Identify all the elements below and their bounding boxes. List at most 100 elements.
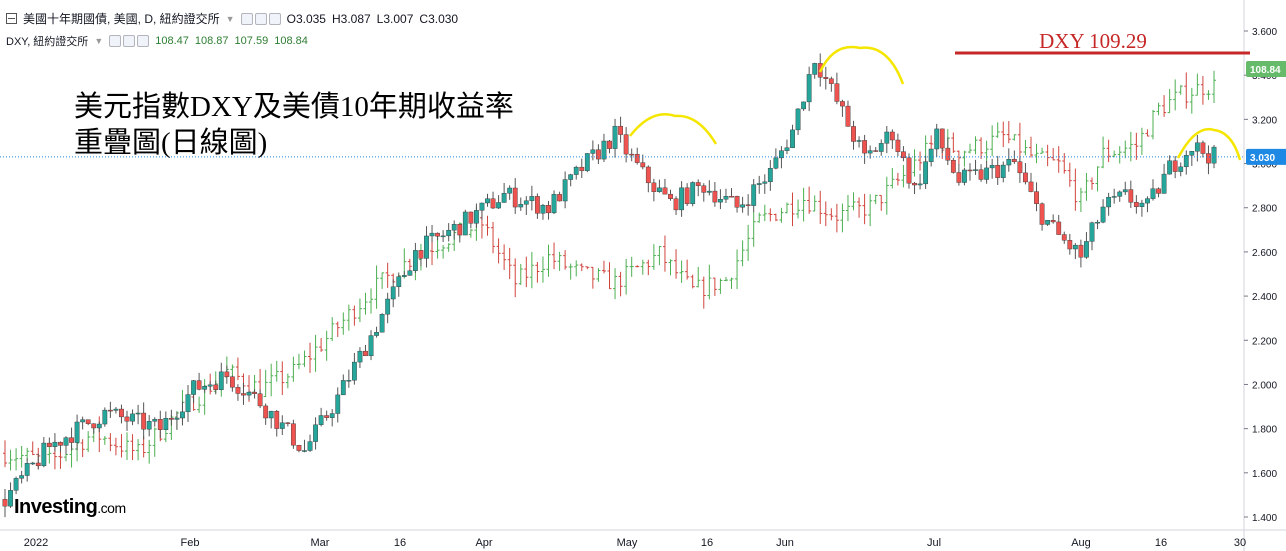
treasury-candle: [91, 423, 97, 434]
treasury-candle: [235, 384, 241, 401]
treasury-candle: [318, 407, 324, 427]
treasury-candle: [690, 181, 696, 207]
dxy-bar: [518, 264, 523, 285]
dxy-bar: [1067, 162, 1072, 187]
dxy-bar: [668, 259, 673, 276]
dxy-bar: [540, 256, 545, 283]
dxy-bar: [108, 433, 113, 452]
treasury-candle: [673, 196, 679, 215]
close-label: C: [419, 11, 429, 26]
treasury-candle: [379, 313, 385, 333]
dxy-bar: [352, 305, 357, 326]
treasury-candle: [729, 188, 734, 198]
dxy-bar: [751, 211, 756, 247]
dxy-bar: [901, 164, 906, 188]
treasury-candle: [396, 272, 402, 297]
dxy-bar: [513, 258, 518, 298]
dxy-bar: [895, 172, 900, 186]
dxy-bar: [712, 277, 717, 296]
legend-controls[interactable]: [109, 35, 150, 47]
treasury-candle: [657, 179, 662, 193]
low-label: L: [376, 11, 384, 26]
treasury-candle: [457, 223, 463, 243]
open-value: 3.035: [295, 11, 326, 26]
treasury-candle: [279, 415, 285, 435]
dxy-bar: [147, 439, 152, 464]
dxy-bar: [274, 360, 279, 382]
dxy-bar: [47, 443, 52, 464]
dxy-bar: [890, 167, 895, 189]
dxy-bar: [790, 192, 795, 227]
chevron-down-icon[interactable]: ▼: [225, 13, 235, 24]
dxy-bar: [679, 260, 684, 283]
dxy-bar: [1073, 168, 1078, 211]
dxy-bar: [446, 243, 451, 252]
dxy-bar: [3, 440, 7, 468]
dxy-bar: [346, 304, 351, 331]
treasury-candle: [928, 148, 934, 167]
treasury-candle: [35, 453, 41, 470]
x-tick-label: Feb: [181, 537, 200, 549]
treasury-candle: [651, 178, 657, 202]
chevron-down-icon[interactable]: ▼: [94, 36, 104, 46]
treasury-candle: [1050, 214, 1056, 224]
treasury-candle: [368, 330, 374, 361]
dxy-bar: [640, 259, 645, 275]
dxy-bar: [757, 212, 762, 223]
treasury-price-tag: 3.030: [1250, 153, 1275, 164]
eye-icon: [109, 35, 122, 47]
treasury-candle: [296, 444, 302, 453]
dxy-bar: [918, 151, 923, 171]
treasury-candle: [96, 421, 102, 432]
dxy-bar: [879, 194, 884, 211]
treasury-candle: [41, 437, 47, 468]
high-label: H: [331, 11, 341, 26]
treasury-candle: [1061, 231, 1067, 244]
treasury-candle: [612, 118, 618, 158]
treasury-candle: [856, 136, 862, 148]
dxy-bar: [1150, 109, 1155, 140]
dxy-bar: [995, 122, 1000, 138]
treasury-candle: [767, 160, 773, 191]
treasury-candle: [901, 146, 906, 162]
treasury-candle: [701, 183, 707, 202]
treasury-candle: [1106, 192, 1112, 216]
treasury-candle: [429, 224, 435, 243]
close-value: 3.030: [428, 11, 459, 26]
dxy-bar: [1006, 121, 1011, 144]
highlight-arc: [1176, 127, 1242, 161]
treasury-candle: [1089, 221, 1095, 251]
treasury-candle: [302, 439, 307, 453]
treasury-price-tag-bg: [1246, 148, 1286, 165]
dxy-bar: [784, 202, 789, 214]
treasury-candle: [435, 232, 440, 241]
treasury-candle: [956, 164, 962, 186]
dxy-bar: [707, 264, 712, 300]
treasury-candle: [13, 476, 19, 495]
treasury-candle: [340, 374, 346, 396]
dxy-bar: [430, 239, 435, 266]
dxy-bar: [374, 265, 379, 309]
collapse-icon[interactable]: [6, 13, 17, 24]
treasury-candle: [257, 389, 263, 409]
dxy-bar: [324, 330, 329, 361]
dxy-bar: [291, 356, 296, 382]
treasury-candle: [1139, 199, 1145, 217]
treasury-candle: [1072, 243, 1078, 260]
dxy-bar: [873, 194, 878, 205]
treasury-candle: [224, 365, 230, 384]
treasury-candle: [157, 410, 163, 439]
dxy-bar: [535, 261, 540, 283]
treasury-candle: [119, 404, 124, 424]
dxy-bar: [435, 237, 440, 259]
treasury-candle: [507, 185, 513, 200]
dxy-bar: [125, 432, 130, 460]
eye-icon: [240, 12, 253, 25]
legend-controls[interactable]: [240, 12, 281, 25]
dxy-bar: [1145, 129, 1150, 137]
dxy-bar: [601, 260, 606, 274]
treasury-candle: [523, 196, 529, 215]
legend-symbol-dxy: DXY, 紐約證交所: [6, 36, 89, 48]
